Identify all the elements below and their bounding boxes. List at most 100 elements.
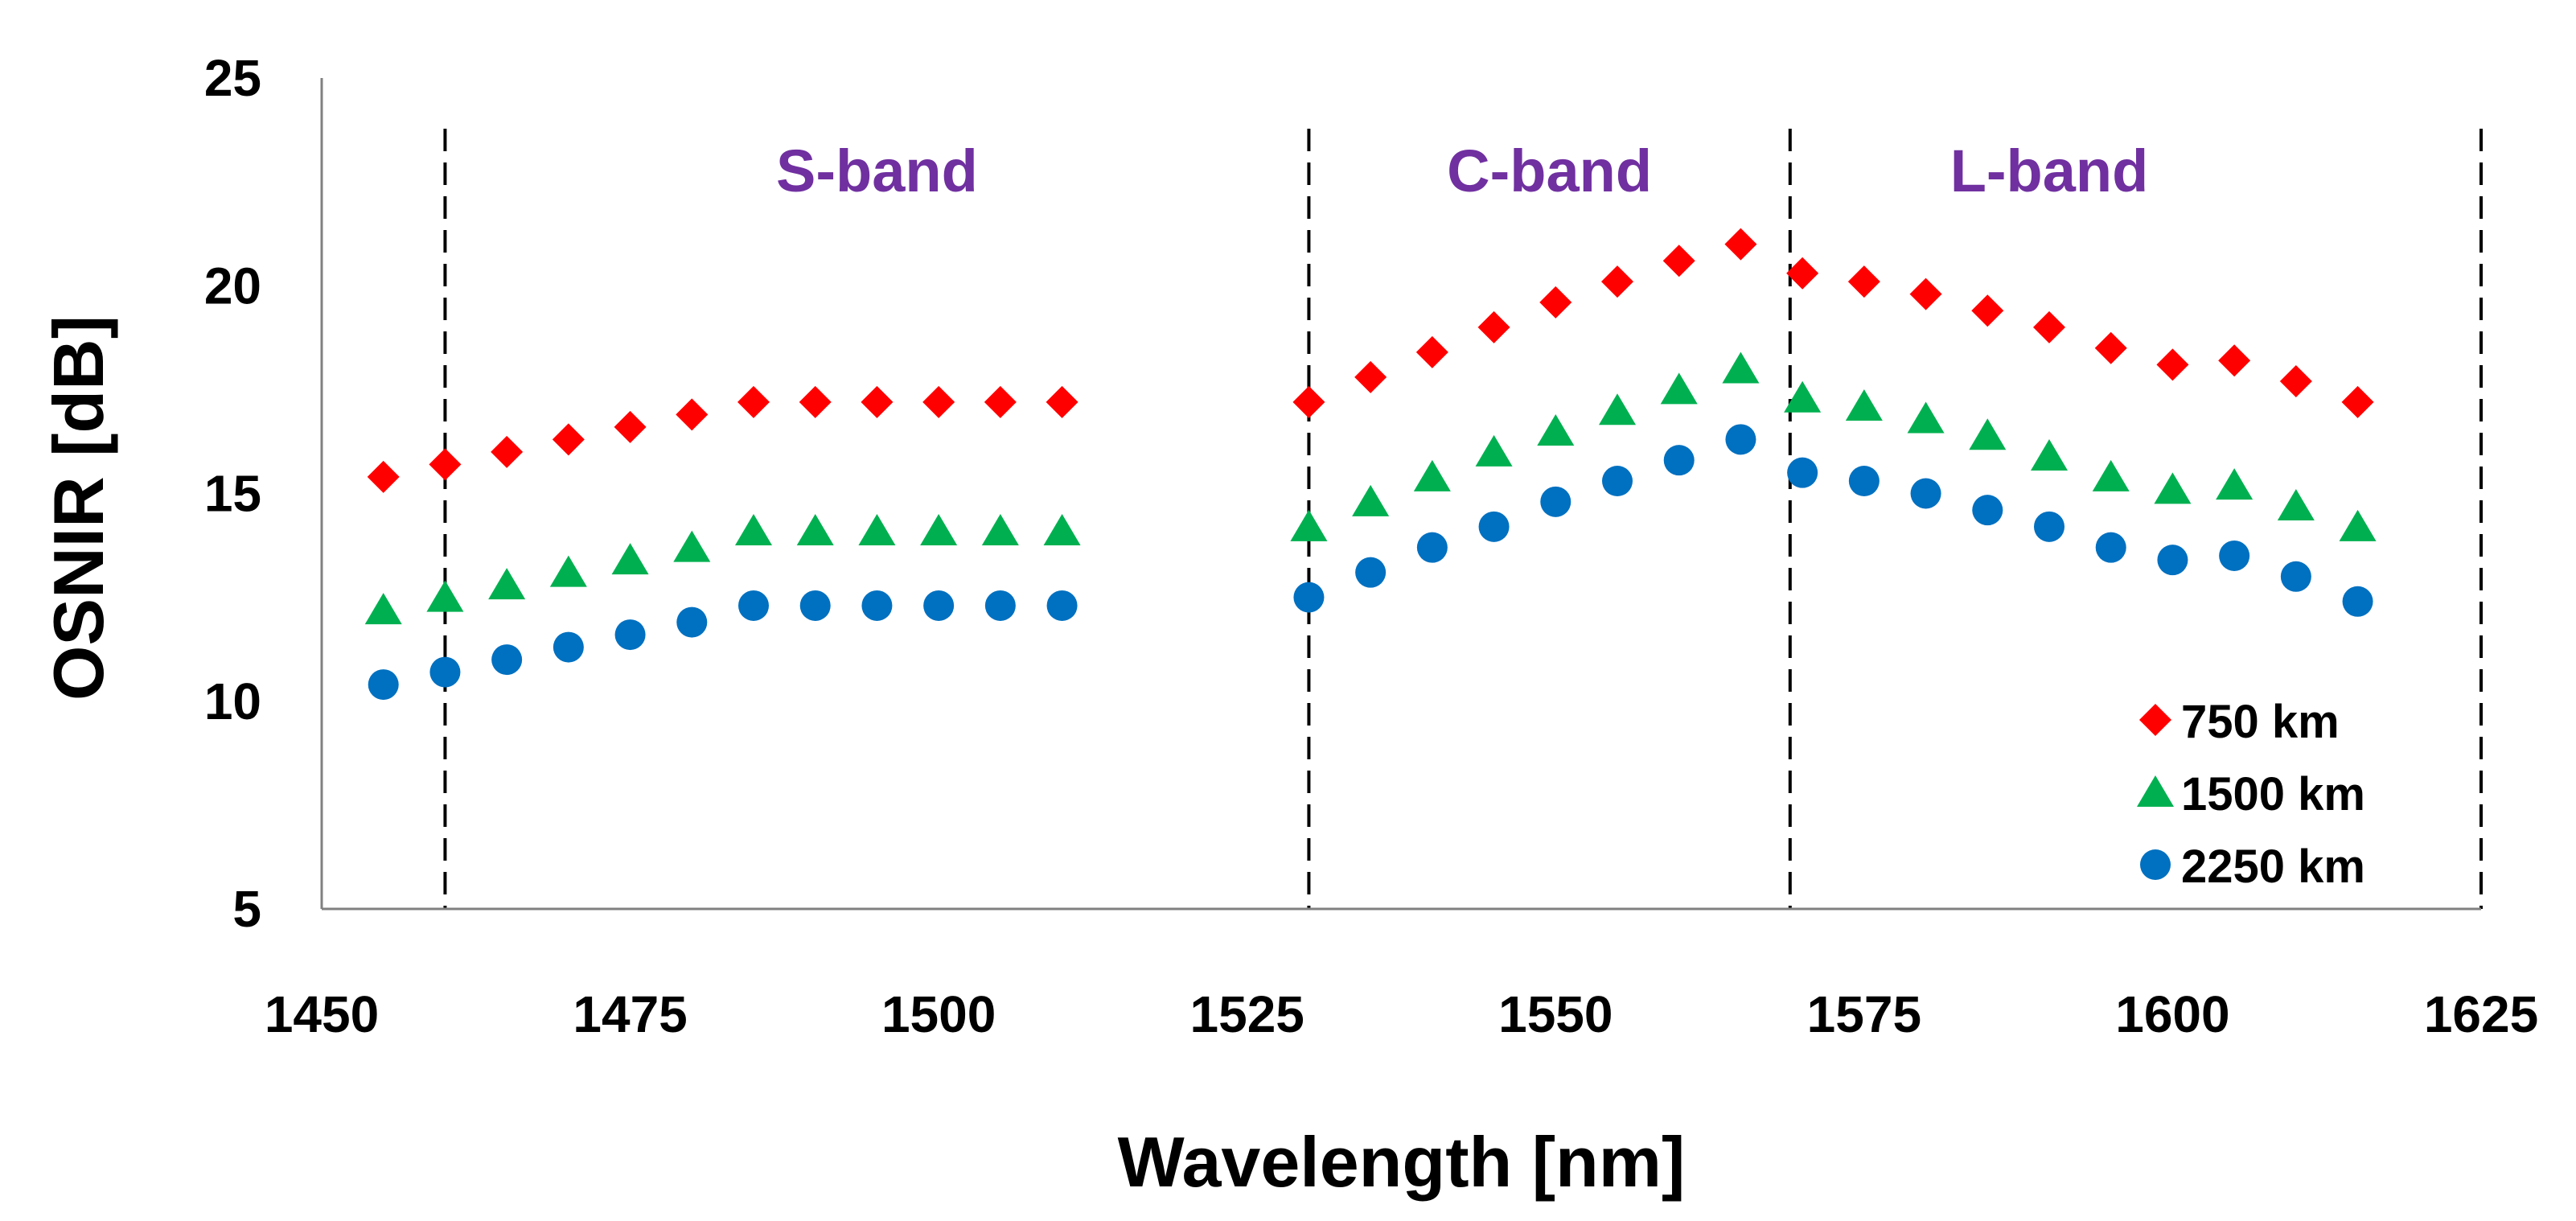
data-point <box>1909 278 1942 310</box>
x-tick-label: 1575 <box>1807 985 1921 1043</box>
data-point <box>1663 445 1695 476</box>
data-point <box>1724 228 1757 261</box>
data-point <box>1478 511 1510 542</box>
series-2250-km <box>368 424 2373 701</box>
data-point <box>2154 472 2192 504</box>
y-axis-title: OSNIR [dB] <box>39 315 118 701</box>
legend-item: 750 km <box>2139 696 2340 748</box>
legend-item: 2250 km <box>2140 841 2365 893</box>
data-point <box>2031 439 2068 471</box>
data-point <box>2279 365 2312 398</box>
data-point <box>2280 561 2311 592</box>
data-point <box>1355 557 1387 588</box>
data-point <box>491 644 523 676</box>
data-point <box>676 398 709 431</box>
data-point <box>981 513 1019 545</box>
y-tick-label: 15 <box>204 465 261 523</box>
legend-label: 750 km <box>2181 696 2340 748</box>
data-point <box>1046 590 1078 621</box>
x-axis-title: Wavelength [nm] <box>1118 1122 1686 1202</box>
y-tick-label: 20 <box>204 257 261 314</box>
data-point <box>2341 385 2374 418</box>
data-point <box>1722 352 1760 384</box>
data-point <box>1910 478 1941 509</box>
data-point <box>553 631 584 663</box>
data-point <box>922 385 955 418</box>
data-point <box>1539 286 1572 319</box>
data-point <box>984 385 1017 418</box>
data-point <box>1413 459 1451 491</box>
data-point <box>2034 511 2064 542</box>
data-point <box>2277 488 2315 520</box>
legend-item: 1500 km <box>2137 768 2365 820</box>
legend-marker <box>2139 704 2171 736</box>
data-point <box>1046 385 1078 418</box>
legend-marker <box>2140 849 2171 880</box>
x-tick-label: 1475 <box>573 985 687 1043</box>
data-point <box>1537 414 1575 446</box>
legend-label: 1500 km <box>2181 768 2365 820</box>
data-point <box>429 448 462 481</box>
data-point <box>1972 495 2003 526</box>
data-point <box>1292 385 1325 418</box>
data-point <box>549 555 587 587</box>
data-point <box>1540 486 1571 517</box>
data-point <box>2216 468 2253 500</box>
data-point <box>1043 513 1081 545</box>
data-point <box>2339 509 2377 541</box>
data-point <box>861 385 894 418</box>
data-point <box>1475 434 1513 467</box>
band-boundaries <box>443 129 2483 909</box>
y-tick-label: 5 <box>232 880 261 938</box>
band-labels: S-band C-band L-band <box>776 138 2148 204</box>
data-point <box>2157 545 2188 576</box>
data-point <box>676 606 708 638</box>
data-point <box>1786 257 1819 290</box>
data-point <box>1290 509 1328 541</box>
data-point <box>614 619 646 651</box>
x-tick-labels: 1450 1475 1500 1525 1550 1575 1600 1625 <box>265 985 2538 1043</box>
x-tick-label: 1600 <box>2115 985 2229 1043</box>
data-point <box>1907 401 1945 434</box>
y-tick-label: 10 <box>204 672 261 730</box>
data-point <box>2094 331 2127 364</box>
data-point <box>1969 418 2007 450</box>
data-point <box>799 590 831 621</box>
data-point <box>2033 310 2065 343</box>
data-point <box>738 590 769 621</box>
data-point <box>1602 466 1633 497</box>
data-point <box>491 435 524 468</box>
data-point <box>1416 532 1448 563</box>
x-tick-label: 1625 <box>2424 985 2538 1043</box>
x-tick-label: 1500 <box>881 985 996 1043</box>
data-point <box>920 513 958 545</box>
legend: 750 km 1500 km 2250 km <box>2137 696 2365 893</box>
data-point <box>2156 348 2189 381</box>
axes <box>320 78 2481 911</box>
data-point <box>1354 360 1387 393</box>
y-tick-labels: 5 10 15 20 25 <box>204 49 261 938</box>
data-point <box>1784 380 1822 413</box>
data-point <box>426 580 464 612</box>
series-750-km <box>367 228 2374 493</box>
data-point <box>1848 466 1880 497</box>
data-point <box>368 669 399 701</box>
data-point <box>799 385 832 418</box>
data-point <box>861 590 893 621</box>
data-point <box>1845 389 1883 421</box>
data-point <box>367 460 400 493</box>
data-point <box>1601 265 1633 298</box>
data-point <box>1352 484 1390 516</box>
x-tick-label: 1550 <box>1498 985 1613 1043</box>
data-point <box>923 590 955 621</box>
data-point <box>673 530 711 562</box>
band-label: C-band <box>1447 138 1652 204</box>
data-point <box>2218 344 2251 377</box>
data-point <box>1293 582 1325 613</box>
series-1500-km <box>364 352 2377 625</box>
y-tick-label: 25 <box>204 49 261 107</box>
data-point <box>1847 265 1880 298</box>
data-point <box>1477 310 1510 343</box>
data-point <box>737 385 770 418</box>
